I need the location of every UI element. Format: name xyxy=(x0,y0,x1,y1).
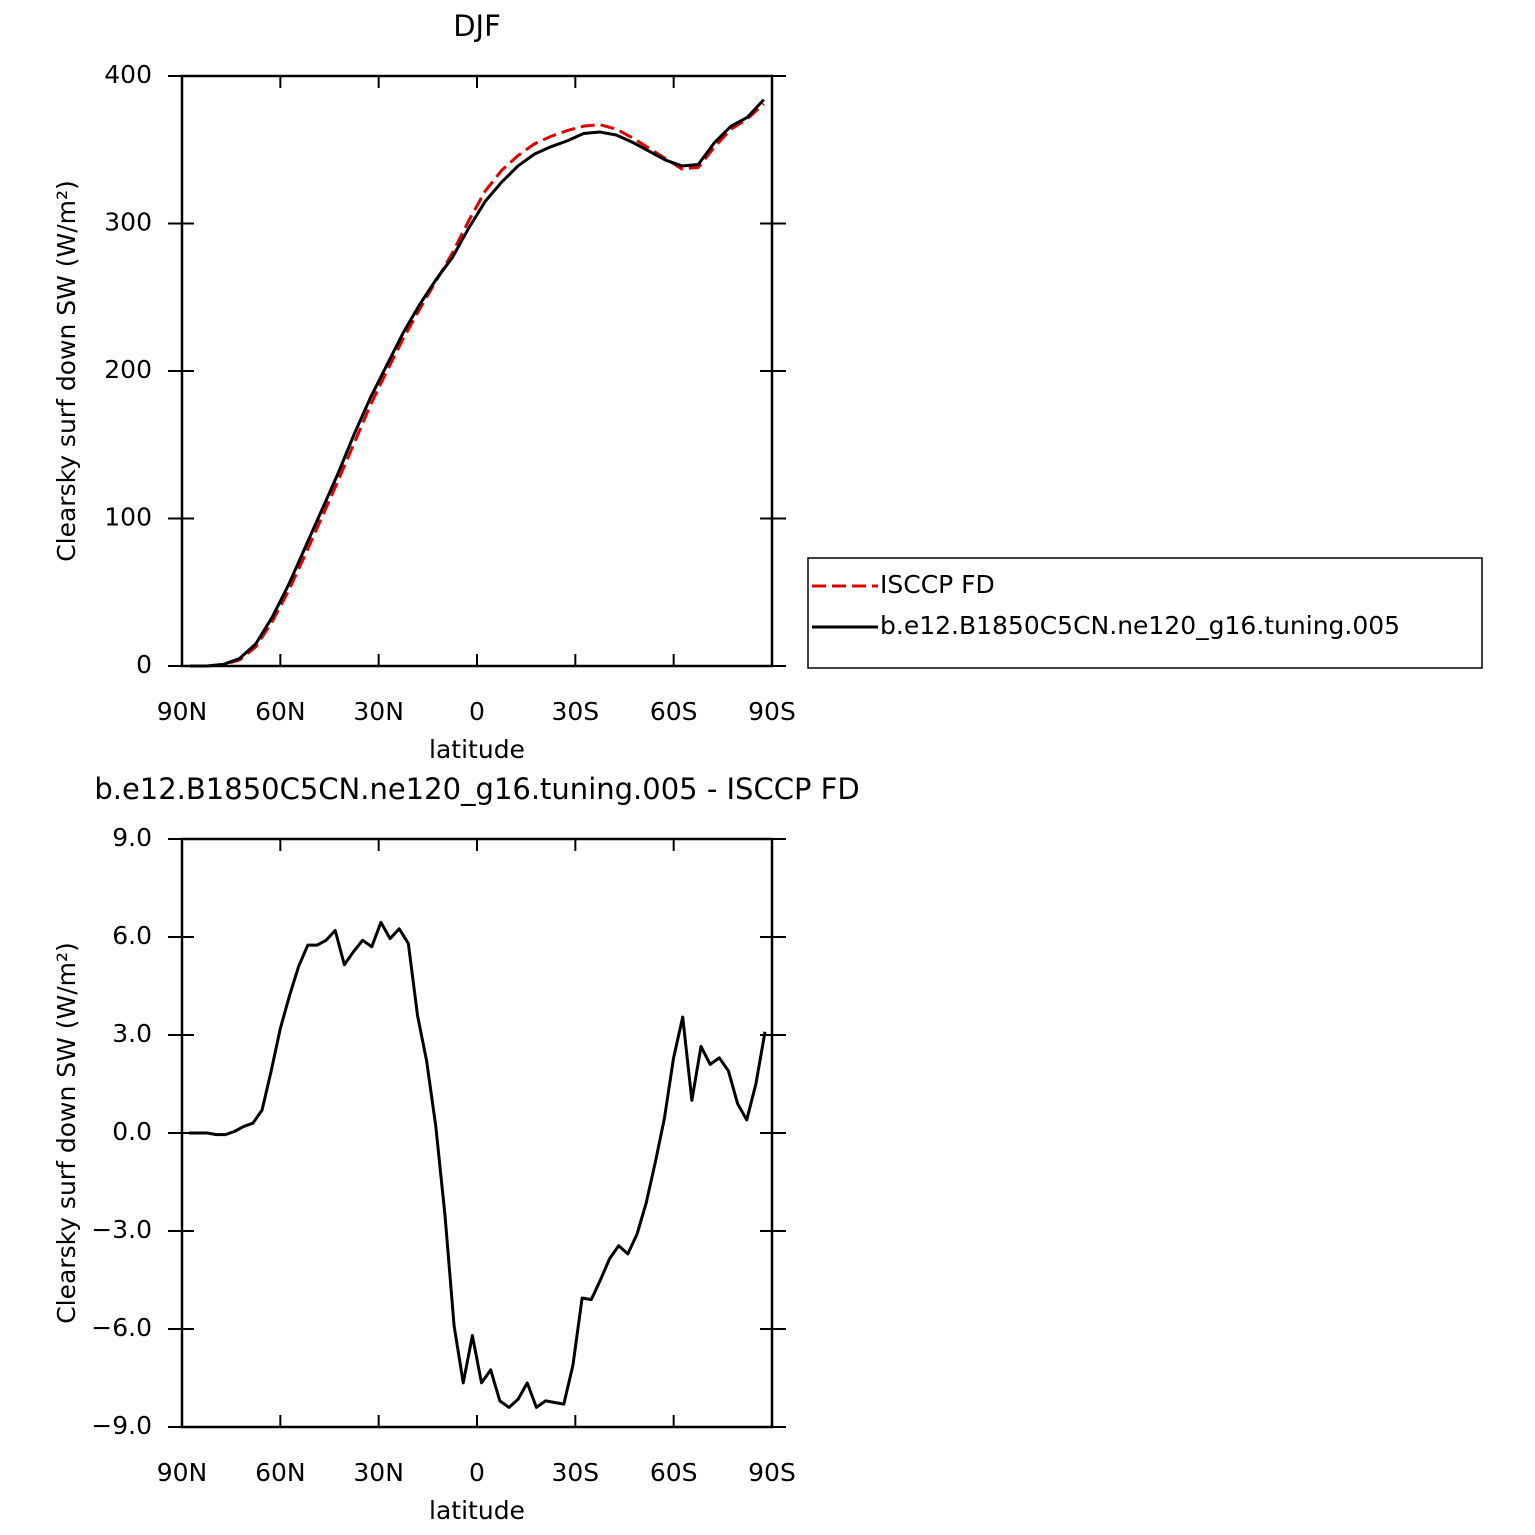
x-tick-label: 30S xyxy=(551,1458,599,1487)
y-tick-label: −6.0 xyxy=(91,1313,152,1342)
data-line xyxy=(190,102,765,668)
y-tick-label: 400 xyxy=(104,60,152,89)
y-tick-label: 0 xyxy=(136,650,152,679)
x-tick-label: 60S xyxy=(650,697,698,726)
y-tick-label: 0.0 xyxy=(112,1117,152,1146)
y-axis-label: Clearsky surf down SW (W/m²) xyxy=(52,942,81,1324)
x-tick-label: 90N xyxy=(157,1458,208,1487)
y-tick-label: −9.0 xyxy=(91,1411,152,1440)
x-tick-label: 60N xyxy=(255,697,306,726)
plot-frame xyxy=(180,837,774,1429)
y-tick-label: −3.0 xyxy=(91,1215,152,1244)
chart-title: b.e12.B1850C5CN.ne120_g16.tuning.005 - I… xyxy=(94,772,859,806)
x-tick-label: 30N xyxy=(353,697,404,726)
x-tick-label: 30N xyxy=(353,1458,404,1487)
y-tick-label: 200 xyxy=(104,355,152,384)
x-tick-label: 60N xyxy=(255,1458,306,1487)
data-line xyxy=(188,920,767,1409)
legend-label: b.e12.B1850C5CN.ne120_g16.tuning.005 xyxy=(880,611,1400,640)
y-tick-label: 9.0 xyxy=(112,823,152,852)
y-tick-label: 3.0 xyxy=(112,1019,152,1048)
x-axis-label: latitude xyxy=(429,1496,525,1525)
x-tick-label: 0 xyxy=(469,697,485,726)
legend-box xyxy=(807,557,1483,669)
x-tick-label: 30S xyxy=(551,697,599,726)
x-tick-label: 0 xyxy=(469,1458,485,1487)
y-tick-label: 6.0 xyxy=(112,921,152,950)
x-axis-label: latitude xyxy=(429,735,525,764)
x-tick-label: 90N xyxy=(157,697,208,726)
x-tick-label: 90S xyxy=(748,697,796,726)
x-tick-label: 60S xyxy=(650,1458,698,1487)
plot-frame xyxy=(180,74,774,668)
y-axis-label: Clearsky surf down SW (W/m²) xyxy=(52,180,81,562)
chart-title: DJF xyxy=(453,9,501,43)
data-line xyxy=(190,98,765,668)
y-tick-label: 300 xyxy=(104,208,152,237)
y-tick-label: 100 xyxy=(104,503,152,532)
x-tick-label: 90S xyxy=(748,1458,796,1487)
legend-label: ISCCP FD xyxy=(880,570,995,599)
